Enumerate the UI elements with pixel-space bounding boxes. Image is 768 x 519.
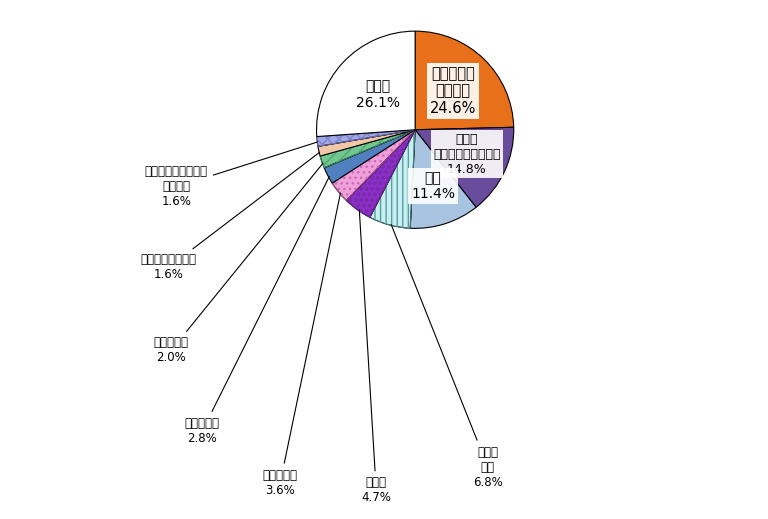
Wedge shape [415, 127, 514, 207]
Text: 悪性新生物
＜腫瘍＞
24.6%: 悪性新生物 ＜腫瘍＞ 24.6% [430, 66, 476, 116]
Text: 肺　炎
4.7%: 肺 炎 4.7% [359, 210, 391, 504]
Wedge shape [410, 130, 476, 228]
Wedge shape [333, 130, 415, 200]
Text: 老衰
11.4%: 老衰 11.4% [411, 171, 455, 201]
Text: 誤嚥性肺炎
3.6%: 誤嚥性肺炎 3.6% [263, 193, 340, 497]
Text: 血管性及び詳細不明
の認知症
1.6%: 血管性及び詳細不明 の認知症 1.6% [145, 142, 317, 208]
Text: 不慮の事故
2.8%: 不慮の事故 2.8% [185, 177, 329, 445]
Text: アルツハイマー病
1.6%: アルツハイマー病 1.6% [141, 152, 319, 281]
Wedge shape [346, 130, 415, 217]
Wedge shape [370, 130, 415, 228]
Text: 腎　不　全
2.0%: 腎 不 全 2.0% [154, 163, 323, 364]
Wedge shape [324, 130, 415, 183]
Wedge shape [318, 130, 415, 156]
Wedge shape [316, 130, 415, 146]
Text: 心疾患
（高血圧性を除く）
14.8%: 心疾患 （高血圧性を除く） 14.8% [433, 132, 501, 175]
Wedge shape [415, 31, 514, 130]
Wedge shape [320, 130, 415, 168]
Text: 脳血管
疾患
6.8%: 脳血管 疾患 6.8% [391, 225, 503, 488]
Text: その他
26.1%: その他 26.1% [356, 79, 399, 110]
Wedge shape [316, 31, 415, 136]
